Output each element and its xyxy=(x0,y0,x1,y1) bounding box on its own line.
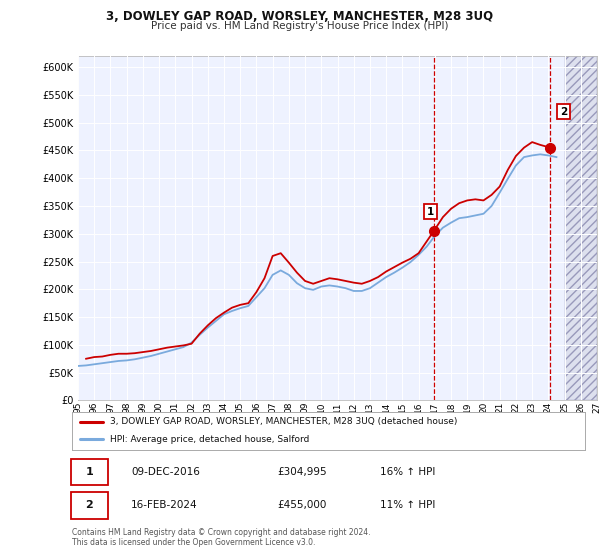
Text: 2: 2 xyxy=(560,106,567,116)
Text: £455,000: £455,000 xyxy=(277,501,326,510)
Text: 1: 1 xyxy=(86,467,94,477)
Text: 16-FEB-2024: 16-FEB-2024 xyxy=(131,501,197,510)
FancyBboxPatch shape xyxy=(71,492,109,519)
Text: 3, DOWLEY GAP ROAD, WORSLEY, MANCHESTER, M28 3UQ: 3, DOWLEY GAP ROAD, WORSLEY, MANCHESTER,… xyxy=(106,10,494,23)
FancyBboxPatch shape xyxy=(71,459,109,485)
Text: 09-DEC-2016: 09-DEC-2016 xyxy=(131,467,200,477)
Text: 1: 1 xyxy=(427,207,434,217)
Text: HPI: Average price, detached house, Salford: HPI: Average price, detached house, Salf… xyxy=(110,435,310,444)
Text: 16% ↑ HPI: 16% ↑ HPI xyxy=(380,467,435,477)
Text: Contains HM Land Registry data © Crown copyright and database right 2024.
This d: Contains HM Land Registry data © Crown c… xyxy=(72,528,371,547)
Text: £304,995: £304,995 xyxy=(277,467,327,477)
Text: 2: 2 xyxy=(86,501,94,510)
Text: 3, DOWLEY GAP ROAD, WORSLEY, MANCHESTER, M28 3UQ (detached house): 3, DOWLEY GAP ROAD, WORSLEY, MANCHESTER,… xyxy=(110,417,458,426)
Text: Price paid vs. HM Land Registry's House Price Index (HPI): Price paid vs. HM Land Registry's House … xyxy=(151,21,449,31)
Text: 11% ↑ HPI: 11% ↑ HPI xyxy=(380,501,435,510)
